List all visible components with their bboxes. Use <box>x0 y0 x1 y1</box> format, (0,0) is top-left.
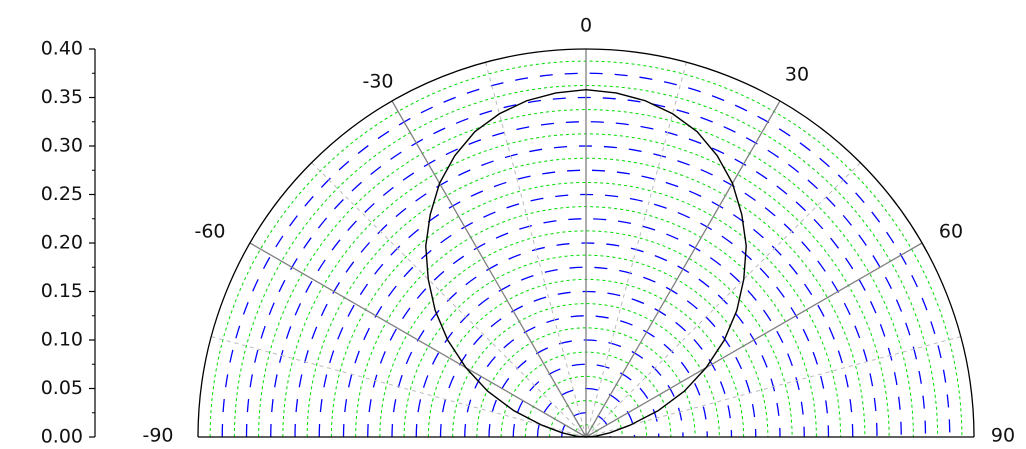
minor-spoke-3 <box>585 62 687 438</box>
blue-ring-10 <box>318 169 854 438</box>
y-tick-label-8: 0.40 <box>41 38 83 60</box>
green-ring-2 <box>524 375 648 438</box>
angle-label-0: 0 <box>580 15 592 37</box>
major-spoke-0 <box>249 242 587 438</box>
y-tick-label-3: 0.15 <box>41 280 83 302</box>
y-tick-label-7: 0.35 <box>41 86 83 108</box>
green-ring-10 <box>330 181 842 438</box>
y-tick-label-5: 0.25 <box>41 183 83 205</box>
y-tick-label-0: 0.00 <box>41 426 83 448</box>
blue-ring-12 <box>270 121 902 438</box>
angle-label-90: 90 <box>991 425 1015 447</box>
blue-ring-2 <box>512 363 660 438</box>
angle-label-30: 30 <box>785 64 809 86</box>
minor-spoke-5 <box>585 336 961 438</box>
blue-ring-14 <box>221 72 951 438</box>
series-line-0 <box>425 89 747 438</box>
radial-value-axis: 0.00 0.05 0.10 0.15 0.20 0.25 0.30 0.35 0.40 <box>41 38 96 448</box>
angle-label-neg30: -30 <box>362 71 393 93</box>
gray-minor-spokes <box>211 62 961 438</box>
outer-arc <box>197 48 975 438</box>
green-ring-11 <box>306 157 866 438</box>
green-ring-5 <box>452 303 720 438</box>
major-spoke-3 <box>585 100 781 438</box>
blue-ring-8 <box>367 218 805 438</box>
blue-ring-6 <box>415 266 757 438</box>
minor-spoke-1 <box>311 162 587 438</box>
y-tick-label-6: 0.30 <box>41 135 83 157</box>
y-tick-label-4: 0.20 <box>41 232 83 254</box>
green-ring-13 <box>258 109 914 438</box>
y-tick-label-1: 0.05 <box>41 377 83 399</box>
angle-label-neg90: -90 <box>142 425 173 447</box>
minor-spoke-0 <box>211 336 587 438</box>
major-spoke-1 <box>391 100 587 438</box>
minor-spoke-2 <box>485 62 587 438</box>
angle-label-neg60: -60 <box>194 221 225 243</box>
green-ring-8 <box>379 230 793 438</box>
angle-labels: -90 -60 -30 0 30 60 90 <box>142 15 1015 447</box>
green-ring-14 <box>233 84 939 438</box>
series-layer <box>425 89 747 438</box>
green-ring-1 <box>549 400 623 438</box>
major-spokes <box>249 49 923 438</box>
y-tick-label-2: 0.10 <box>41 329 83 351</box>
angle-label-60: 60 <box>939 221 963 243</box>
minor-spoke-4 <box>585 162 861 438</box>
major-spoke-4 <box>585 242 923 438</box>
